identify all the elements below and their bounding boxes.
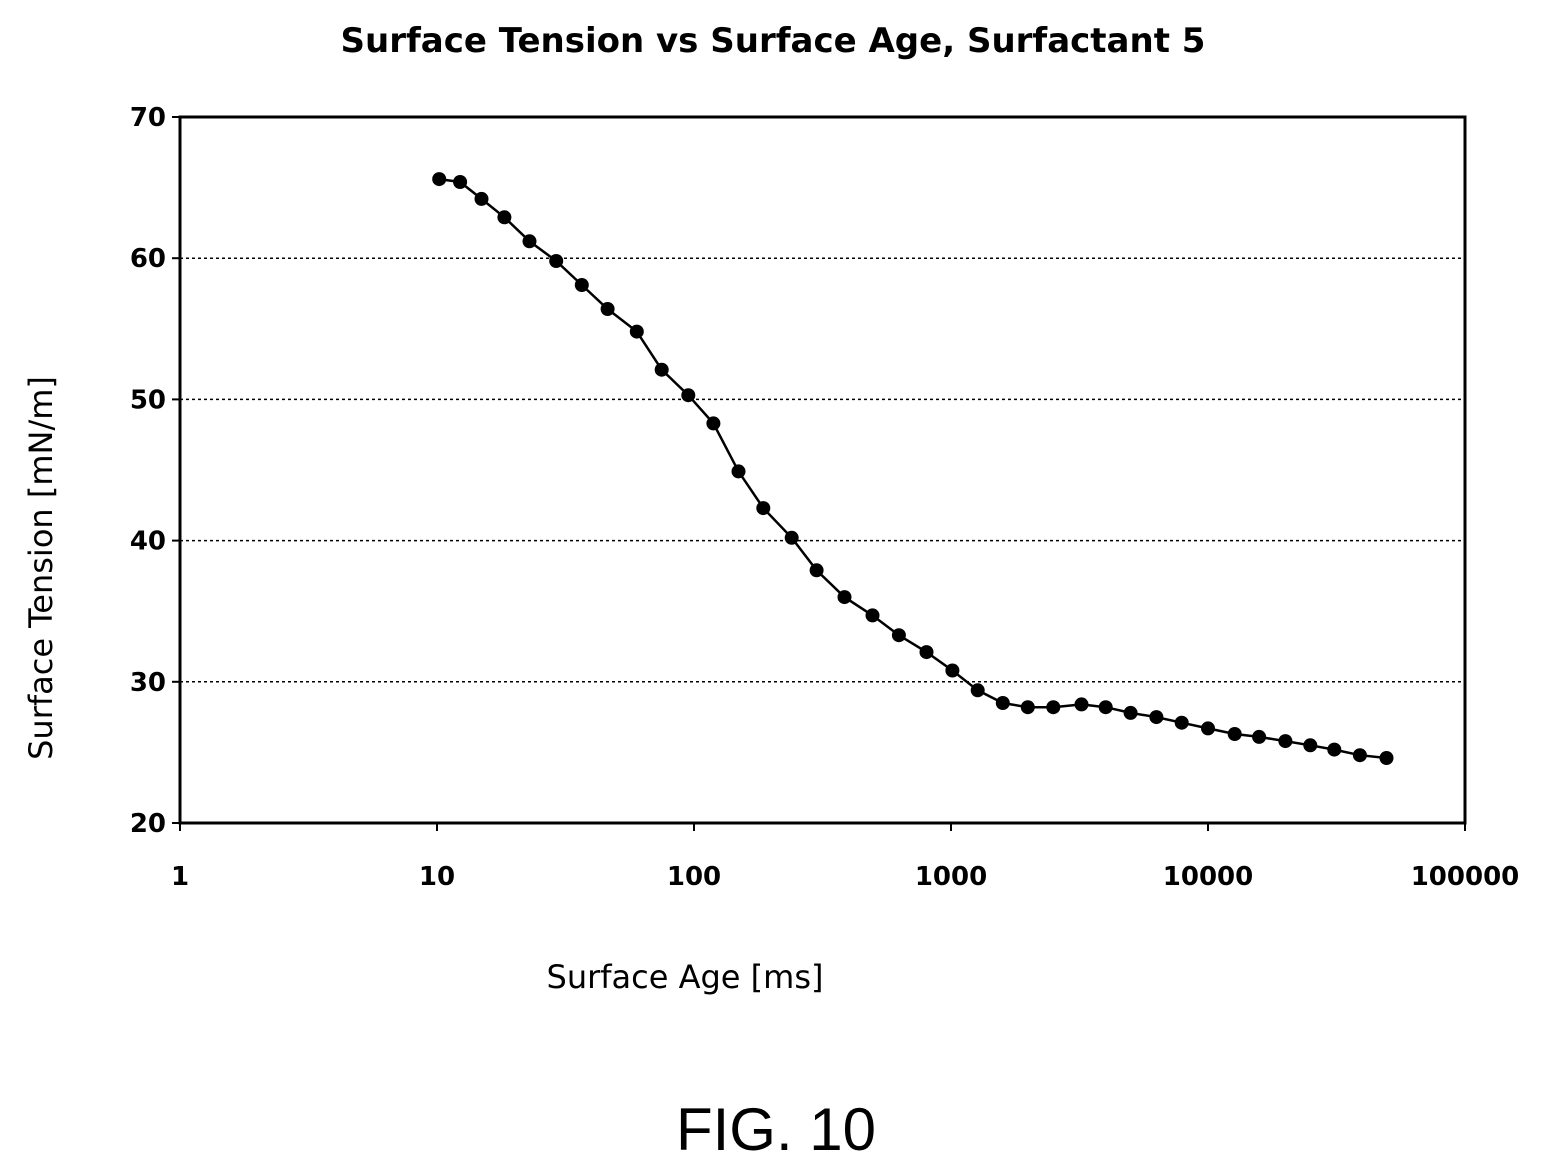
data-point (549, 254, 564, 268)
y-axis: 20 30 40 50 60 70 (130, 103, 180, 839)
data-point (654, 362, 669, 377)
data-point (919, 645, 934, 660)
data-point (970, 683, 985, 698)
x-tick-label: 1 (171, 862, 189, 892)
data-points (432, 172, 1394, 765)
chart-title: Surface Tension vs Surface Age, Surfacta… (341, 21, 1206, 61)
plot-area-frame (178, 115, 1467, 825)
data-point (809, 563, 824, 578)
data-point (453, 175, 468, 189)
data-point (474, 191, 489, 206)
data-point (1149, 710, 1164, 725)
data-point (574, 278, 589, 292)
data-point (1303, 738, 1318, 753)
gridlines (180, 257, 1465, 683)
x-axis-title: Surface Age [ms] (547, 958, 824, 996)
y-tick-label: 20 (130, 809, 166, 839)
data-point (784, 530, 799, 545)
data-point (1174, 715, 1189, 730)
data-point (1123, 705, 1138, 720)
data-point (865, 608, 880, 623)
figure-caption: FIG. 10 (676, 1096, 876, 1163)
series-line (439, 177, 1387, 760)
data-point (756, 501, 771, 516)
y-axis-title: Surface Tension [mN/m] (22, 376, 60, 760)
x-tick-label: 100000 (1411, 862, 1520, 892)
data-point (681, 388, 696, 403)
data-point (706, 416, 721, 431)
data-point (522, 234, 537, 249)
data-point (1278, 734, 1293, 749)
x-axis: 1 10 100 1000 10000 100000 (171, 823, 1519, 892)
y-tick-label: 50 (130, 385, 166, 415)
data-point (1227, 727, 1242, 741)
data-point (432, 172, 447, 187)
x-tick-label: 10000 (1163, 862, 1253, 892)
y-tick-label: 30 (130, 668, 166, 698)
x-tick-label: 100 (667, 862, 721, 892)
data-point (1020, 700, 1035, 715)
data-point (891, 628, 906, 643)
data-point (1252, 729, 1267, 744)
data-point (497, 210, 512, 225)
data-point (945, 663, 960, 678)
data-point (1098, 700, 1113, 715)
y-tick-label: 40 (130, 527, 166, 557)
data-point (1327, 742, 1342, 757)
data-point (1201, 721, 1215, 736)
x-tick-label: 1000 (915, 862, 987, 892)
data-point (1074, 697, 1089, 712)
data-point (629, 324, 644, 339)
x-tick-label: 10 (419, 862, 455, 892)
y-tick-label: 60 (130, 244, 166, 274)
y-tick-label: 70 (130, 103, 166, 133)
data-point (1046, 700, 1061, 715)
data-point (995, 696, 1010, 710)
data-point (1379, 751, 1394, 765)
data-point (600, 302, 615, 316)
data-point (1352, 748, 1367, 763)
data-point (731, 464, 746, 479)
data-point (837, 590, 852, 605)
